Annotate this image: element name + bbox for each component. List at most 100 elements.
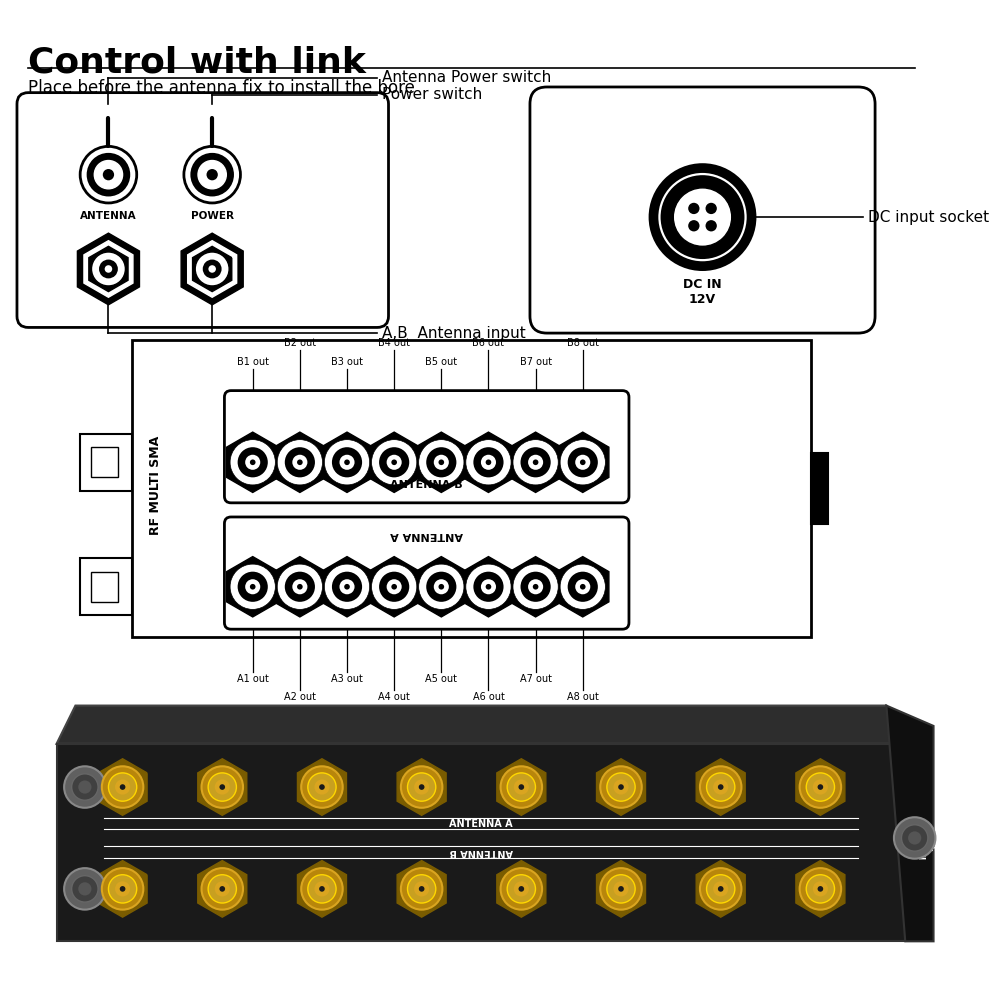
Polygon shape: [796, 861, 845, 917]
Text: B6 out: B6 out: [472, 338, 504, 348]
Circle shape: [207, 169, 218, 180]
Circle shape: [314, 881, 330, 896]
Polygon shape: [415, 557, 467, 617]
Polygon shape: [397, 759, 446, 815]
Polygon shape: [497, 759, 546, 815]
Circle shape: [297, 459, 303, 465]
Circle shape: [401, 868, 442, 910]
Circle shape: [277, 440, 322, 485]
Circle shape: [575, 455, 590, 470]
Polygon shape: [368, 432, 420, 492]
Text: RF MULTI SMA: RF MULTI SMA: [149, 436, 162, 535]
Text: B8 out: B8 out: [567, 338, 599, 348]
Text: A1 out: A1 out: [237, 674, 269, 684]
Circle shape: [707, 773, 735, 801]
Polygon shape: [198, 861, 247, 917]
Circle shape: [203, 260, 222, 278]
Circle shape: [407, 773, 436, 801]
Circle shape: [238, 447, 268, 477]
Circle shape: [245, 579, 260, 594]
Circle shape: [108, 773, 137, 801]
Circle shape: [813, 779, 828, 795]
Text: B2 out: B2 out: [284, 338, 316, 348]
Circle shape: [818, 784, 823, 790]
Circle shape: [653, 168, 752, 266]
Circle shape: [102, 868, 143, 910]
Circle shape: [618, 784, 624, 790]
Circle shape: [115, 881, 130, 896]
FancyBboxPatch shape: [17, 93, 389, 327]
FancyBboxPatch shape: [224, 517, 629, 629]
Polygon shape: [181, 233, 243, 305]
Text: ANTENNA A: ANTENNA A: [390, 530, 463, 540]
Circle shape: [208, 265, 216, 273]
FancyBboxPatch shape: [530, 87, 875, 333]
Circle shape: [219, 886, 225, 892]
Circle shape: [600, 766, 642, 808]
Circle shape: [718, 886, 724, 892]
Text: A2 out: A2 out: [284, 692, 316, 702]
Polygon shape: [397, 861, 446, 917]
Circle shape: [607, 773, 635, 801]
Circle shape: [466, 564, 511, 609]
Circle shape: [419, 784, 424, 790]
Circle shape: [481, 455, 496, 470]
Circle shape: [372, 440, 417, 485]
Circle shape: [297, 584, 303, 590]
Circle shape: [379, 572, 409, 602]
Circle shape: [706, 220, 717, 231]
Circle shape: [407, 875, 436, 903]
Text: A8 out: A8 out: [567, 692, 599, 702]
Circle shape: [707, 875, 735, 903]
Circle shape: [103, 169, 114, 180]
Circle shape: [600, 868, 642, 910]
Circle shape: [513, 440, 558, 485]
Circle shape: [314, 779, 330, 795]
Circle shape: [115, 779, 130, 795]
Bar: [91, 447, 118, 477]
Text: DC IN
12V: DC IN 12V: [683, 278, 722, 306]
Polygon shape: [227, 557, 279, 617]
Circle shape: [575, 579, 590, 594]
Circle shape: [80, 146, 137, 203]
Circle shape: [607, 875, 635, 903]
Circle shape: [533, 584, 538, 590]
Text: B4 out: B4 out: [378, 338, 410, 348]
Circle shape: [513, 564, 558, 609]
Circle shape: [387, 455, 402, 470]
Circle shape: [560, 564, 605, 609]
Text: ANTENNA: ANTENNA: [80, 211, 137, 221]
Circle shape: [108, 875, 137, 903]
Circle shape: [72, 876, 98, 902]
Text: ANTENNA B: ANTENNA B: [449, 847, 513, 857]
Circle shape: [72, 774, 98, 800]
Circle shape: [191, 154, 233, 195]
Circle shape: [344, 584, 350, 590]
Circle shape: [202, 766, 243, 808]
Circle shape: [91, 252, 125, 286]
Text: POWER: POWER: [191, 211, 234, 221]
Circle shape: [438, 459, 444, 465]
Text: Antenna Power switch: Antenna Power switch: [382, 70, 551, 85]
Circle shape: [64, 868, 106, 910]
Polygon shape: [98, 759, 147, 815]
Circle shape: [308, 773, 336, 801]
Text: ANTENNA A: ANTENNA A: [449, 819, 513, 829]
Circle shape: [568, 572, 598, 602]
Polygon shape: [509, 557, 562, 617]
Circle shape: [426, 572, 456, 602]
Circle shape: [501, 868, 542, 910]
Polygon shape: [84, 241, 133, 297]
Text: A7 out: A7 out: [520, 674, 552, 684]
Circle shape: [230, 440, 275, 485]
Circle shape: [339, 579, 355, 594]
Circle shape: [806, 773, 835, 801]
Circle shape: [324, 564, 370, 609]
Circle shape: [473, 572, 504, 602]
Polygon shape: [597, 759, 646, 815]
Circle shape: [215, 881, 230, 896]
Text: ANTENNA B: ANTENNA B: [390, 480, 463, 490]
Circle shape: [521, 572, 551, 602]
Circle shape: [64, 766, 106, 808]
Polygon shape: [557, 432, 609, 492]
